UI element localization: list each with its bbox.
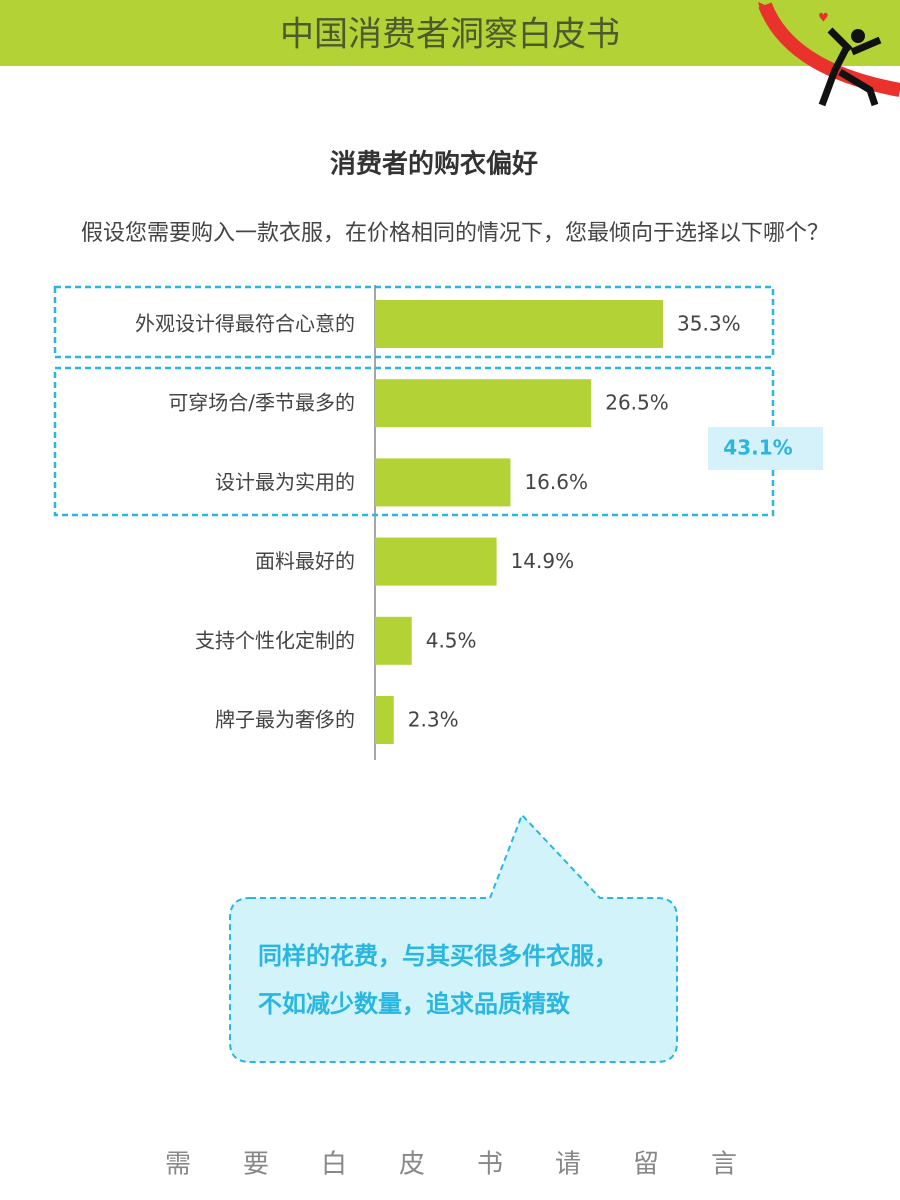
callout-line: 不如减少数量，追求品质精致 [258,990,571,1018]
value-label: 16.6% [524,470,588,494]
bar [375,458,511,507]
bar [375,300,664,348]
value-label: 35.3% [677,312,741,336]
category-label: 面料最好的 [255,549,355,573]
callout-line: 同样的花费，与其买很多件衣服， [258,942,618,970]
value-label: 14.9% [511,549,575,573]
logo: ♥ [758,2,900,107]
category-label: 外观设计得最符合心意的 [135,312,355,336]
category-label: 可穿场合/季节最多的 [168,391,355,415]
chart-title: 消费者的购衣偏好 [330,149,538,180]
category-label: 支持个性化定制的 [195,628,355,652]
highlight-box [53,285,775,359]
value-label: 26.5% [605,391,669,415]
group-label-bg [708,427,823,470]
bar [375,696,394,744]
value-label: 2.3% [408,708,459,732]
group-label: 43.1% [723,436,792,460]
footer-text: 需要白皮书请留言 [165,1150,789,1180]
category-label: 设计最为实用的 [215,470,355,494]
category-label: 牌子最为奢侈的 [215,708,355,732]
value-label: 4.5% [426,628,477,652]
callout: 同样的花费，与其买很多件衣服， 不如减少数量，追求品质精致 [229,813,678,1063]
bar [375,537,497,586]
bar [375,616,412,665]
svg-text:♥: ♥ [818,11,829,25]
header-bar [0,0,900,66]
bars: 43.1% 外观设计得最符合心意的 35.3% 可穿场合/季节最多的 26.5% 设计最为… [53,300,823,744]
header-title: 中国消费者洞察白皮书 [280,15,620,55]
bar [375,379,592,428]
chart-subtitle: 假设您需要购入一款衣服，在价格相同的情况下，您最倾向于选择以下哪个？ [81,221,829,246]
